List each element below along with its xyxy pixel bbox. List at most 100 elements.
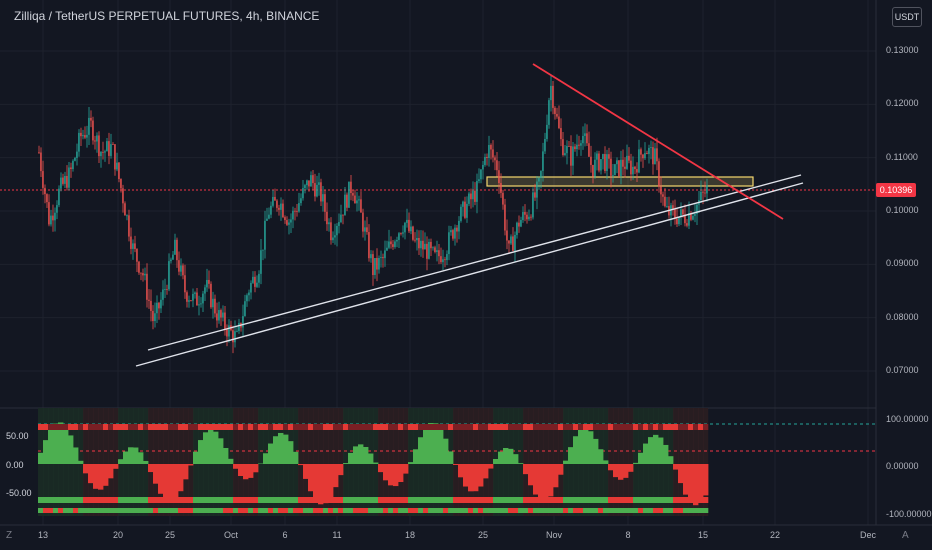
oscillator-base-strip [178, 508, 184, 513]
oscillator-base-strip [378, 508, 384, 513]
oscillator-wave-bar [93, 464, 99, 489]
timezone-icon[interactable]: Z [6, 530, 13, 541]
oscillator-base-strip [423, 508, 429, 513]
candle-body [176, 239, 178, 261]
oscillator-column [393, 408, 399, 516]
oscillator-wave-bar [263, 453, 269, 464]
oscillator-wave-bar [673, 464, 679, 470]
oscillator-bottom-strip [148, 497, 154, 503]
upper-support-trendline[interactable] [147, 174, 802, 351]
oscillator-bottom-strip [533, 497, 539, 503]
resistance-zone[interactable] [486, 176, 754, 187]
oscillator-top-strip [368, 424, 374, 430]
candle-body [634, 166, 636, 170]
oscillator-bottom-strip [253, 497, 259, 503]
candle-body [426, 243, 428, 259]
last-price-tag: 0.10396 [876, 183, 916, 197]
oscillator-wave-bar [423, 427, 429, 464]
oscillator-top-strip [598, 424, 604, 430]
oscillator-top-strip [548, 424, 554, 430]
oscillator-wave-bar [558, 464, 564, 475]
oscillator-column [633, 408, 639, 516]
time-tick-label: 25 [477, 530, 489, 540]
oscillator-bottom-strip [308, 497, 314, 503]
oscillator-bottom-strip [348, 497, 354, 503]
oscillator-top-strip [198, 424, 204, 430]
oscillator-top-strip [288, 424, 294, 430]
candle-body [238, 322, 240, 331]
oscillator-wave-bar [128, 447, 134, 464]
candle-body [364, 227, 366, 232]
candle-body [84, 135, 86, 138]
oscillator-top-strip [478, 424, 484, 430]
oscillator-top-strip [578, 424, 584, 430]
candle-body [352, 193, 354, 196]
oscillator-base-strip [438, 508, 444, 513]
candle-body [396, 239, 398, 242]
oscillator-bottom-strip [658, 497, 664, 503]
oscillator-top-strip [78, 424, 84, 430]
auto-scale-button[interactable]: A [902, 530, 909, 541]
oscillator-bottom-strip [173, 497, 179, 503]
oscillator-wave-bar [163, 464, 169, 501]
oscillator-base-strip [623, 508, 629, 513]
candle-body [662, 194, 664, 197]
oscillator-bottom-strip [318, 497, 324, 503]
oscillator-top-strip [463, 424, 469, 430]
candle-body [592, 164, 594, 177]
oscillator-base-strip [503, 508, 509, 513]
oscillator-base-strip [168, 508, 174, 513]
time-tick-label: 18 [404, 530, 416, 540]
candle-body [308, 180, 310, 187]
lower-support-trendline[interactable] [135, 182, 804, 367]
oscillator-bottom-strip [473, 497, 479, 503]
oscillator-bottom-strip [163, 497, 169, 503]
oscillator-top-strip [328, 424, 334, 430]
oscillator-bottom-strip [268, 497, 274, 503]
candle-body [42, 171, 44, 188]
oscillator-base-strip [298, 508, 304, 513]
oscillator-top-strip [138, 424, 144, 430]
candle-body [294, 210, 296, 212]
candle-body [518, 222, 520, 227]
currency-badge[interactable]: USDT [892, 7, 922, 27]
oscillator-wave-bar [143, 460, 149, 464]
oscillator-wave-bar [428, 423, 434, 464]
oscillator-base-strip [258, 508, 264, 513]
candle-body [222, 312, 224, 318]
candle-body [586, 133, 588, 144]
candle-body [610, 158, 612, 176]
oscillator-column [303, 408, 309, 516]
oscillator-base-strip [403, 508, 409, 513]
oscillator-wave-bar [83, 464, 89, 474]
oscillator-top-strip [123, 424, 129, 430]
candle-body [140, 272, 142, 274]
oscillator-wave-bar [233, 464, 239, 469]
candle-body [660, 186, 662, 195]
candle-body [204, 287, 206, 294]
candle-body [340, 214, 342, 223]
oscillator-bottom-strip [653, 497, 659, 503]
oscillator-column [83, 408, 89, 516]
candle-body [476, 181, 478, 202]
oscillator-base-strip [628, 508, 634, 513]
candle-body [454, 227, 456, 239]
oscillator-wave-bar [488, 464, 494, 469]
candle-body [126, 215, 128, 217]
oscillator-base-strip [443, 508, 449, 513]
candle-body [620, 159, 622, 177]
resistance-trendline[interactable] [532, 63, 784, 220]
oscillator-bottom-strip [438, 497, 444, 503]
candle-body [298, 203, 300, 212]
candle-body [550, 85, 552, 101]
candle-body [216, 313, 218, 321]
oscillator-column [88, 408, 94, 516]
candle-body [72, 160, 74, 170]
candle-body [576, 144, 578, 150]
candle-body [130, 236, 132, 249]
candle-body [170, 259, 172, 262]
oscillator-top-strip [498, 424, 504, 430]
candle-body [492, 149, 494, 158]
candle-body [152, 310, 154, 322]
